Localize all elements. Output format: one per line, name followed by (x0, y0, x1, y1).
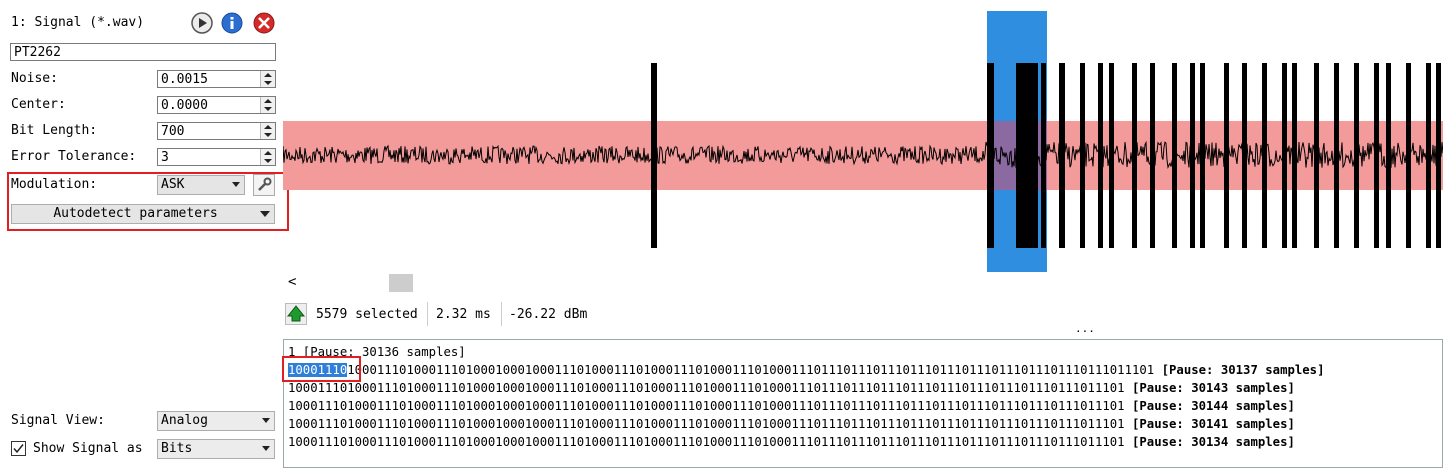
field-value: 3 (161, 150, 169, 165)
close-button[interactable] (253, 12, 275, 34)
selected-count: 5579 selected (316, 307, 418, 322)
wrench-button[interactable] (253, 174, 275, 196)
separator (501, 302, 502, 326)
show-signal-value: Bits (161, 441, 193, 456)
field-value: 0.0000 (161, 98, 208, 113)
signal-view-value: Analog (161, 413, 208, 428)
splitter-handle[interactable]: ... (1075, 322, 1095, 335)
pulse (1109, 63, 1114, 248)
signal-view-dropdown[interactable]: Analog (157, 411, 275, 431)
pause: [Pause: 30137 samples] (1161, 363, 1325, 377)
bits: 1000111010001110100011101000100010001110… (288, 399, 1125, 413)
scrollbar-thumb[interactable] (389, 274, 413, 292)
spin-buttons[interactable] (260, 149, 275, 165)
field-input[interactable]: 700 (157, 122, 276, 140)
modulation-value: ASK (161, 177, 185, 192)
spin-buttons[interactable] (260, 97, 275, 113)
duration: 2.32 ms (436, 307, 491, 322)
field-label: Noise: (11, 71, 58, 86)
modulation-dropdown[interactable]: ASK (157, 175, 245, 195)
pulse (1224, 63, 1229, 248)
pulse (987, 63, 994, 248)
separator (427, 302, 428, 326)
modulation-label: Modulation: (11, 177, 98, 192)
bits: 1000111010001110100011101000100010001110… (288, 381, 1125, 395)
signal-name-input[interactable]: PT2262 (10, 43, 276, 61)
pause: [Pause: 30144 samples] (1132, 399, 1295, 413)
signal-view[interactable] (283, 10, 1443, 273)
pause: [Pause: 30141 samples] (1132, 417, 1295, 431)
field-label: Error Tolerance: (11, 149, 137, 164)
pulse (1262, 63, 1267, 248)
field-input[interactable]: 3 (157, 148, 276, 166)
bits: 1000111010001110100011101000100010001110… (288, 435, 1125, 449)
bits: 1000111010001110100011101000100010001110… (288, 417, 1125, 431)
pulse (1292, 63, 1297, 248)
signal-view-label: Signal View: (11, 413, 105, 428)
pulse (1200, 63, 1205, 248)
bits: 1000111010001110100010001000111010001110… (347, 363, 1155, 377)
pulse (1436, 63, 1441, 248)
export-button[interactable] (285, 303, 307, 325)
pulse (1016, 63, 1038, 248)
autodetect-button[interactable]: Autodetect parameters (11, 204, 275, 224)
pulse (1150, 63, 1155, 248)
selected-bits: 10001110 (288, 363, 348, 377)
pulse (1354, 63, 1359, 248)
info-button[interactable] (221, 12, 243, 34)
output-text[interactable]: 1 [Pause: 30136 samples] 100011101000111… (283, 339, 1443, 468)
bit-row: 1000111010001110100011101000100010001110… (288, 417, 1295, 431)
spin-buttons[interactable] (260, 71, 275, 87)
bit-row: 1000111010001110100011101000100010001110… (288, 399, 1295, 413)
field-value: 700 (161, 124, 185, 139)
power: -26.22 dBm (509, 307, 588, 322)
autodetect-label: Autodetect parameters (53, 206, 218, 221)
pulse (1098, 63, 1103, 248)
waveform (283, 140, 1443, 169)
bit-row: 1000111010001110100011101000100010001110… (288, 363, 1324, 377)
field-value: 0.0015 (161, 72, 208, 87)
show-signal-checkbox[interactable] (11, 441, 26, 456)
pause: [Pause: 30134 samples] (1132, 435, 1295, 449)
scroll-left[interactable]: < (288, 274, 297, 290)
show-signal-label: Show Signal as (33, 441, 143, 456)
signal-title: 1: Signal (*.wav) (11, 15, 145, 30)
pulse (651, 63, 657, 248)
play-button[interactable] (191, 12, 213, 34)
spin-buttons[interactable] (260, 123, 275, 139)
highlight-box (282, 356, 361, 382)
field-label: Center: (11, 97, 66, 112)
pause: [Pause: 30143 samples] (1132, 381, 1295, 395)
pulse (1190, 63, 1195, 248)
first-line: 1 [Pause: 30136 samples] (288, 345, 466, 359)
field-label: Bit Length: (11, 123, 98, 138)
field-input[interactable]: 0.0015 (157, 70, 276, 88)
show-signal-dropdown[interactable]: Bits (157, 439, 275, 459)
highlight-box (7, 172, 289, 231)
bit-row: 1000111010001110100011101000100010001110… (288, 381, 1295, 395)
signal-icons (191, 12, 275, 34)
bit-row: 1000111010001110100011101000100010001110… (288, 435, 1295, 449)
pulse (1426, 63, 1431, 248)
pulse (1242, 63, 1247, 248)
pulse (1374, 63, 1379, 248)
field-input[interactable]: 0.0000 (157, 96, 276, 114)
